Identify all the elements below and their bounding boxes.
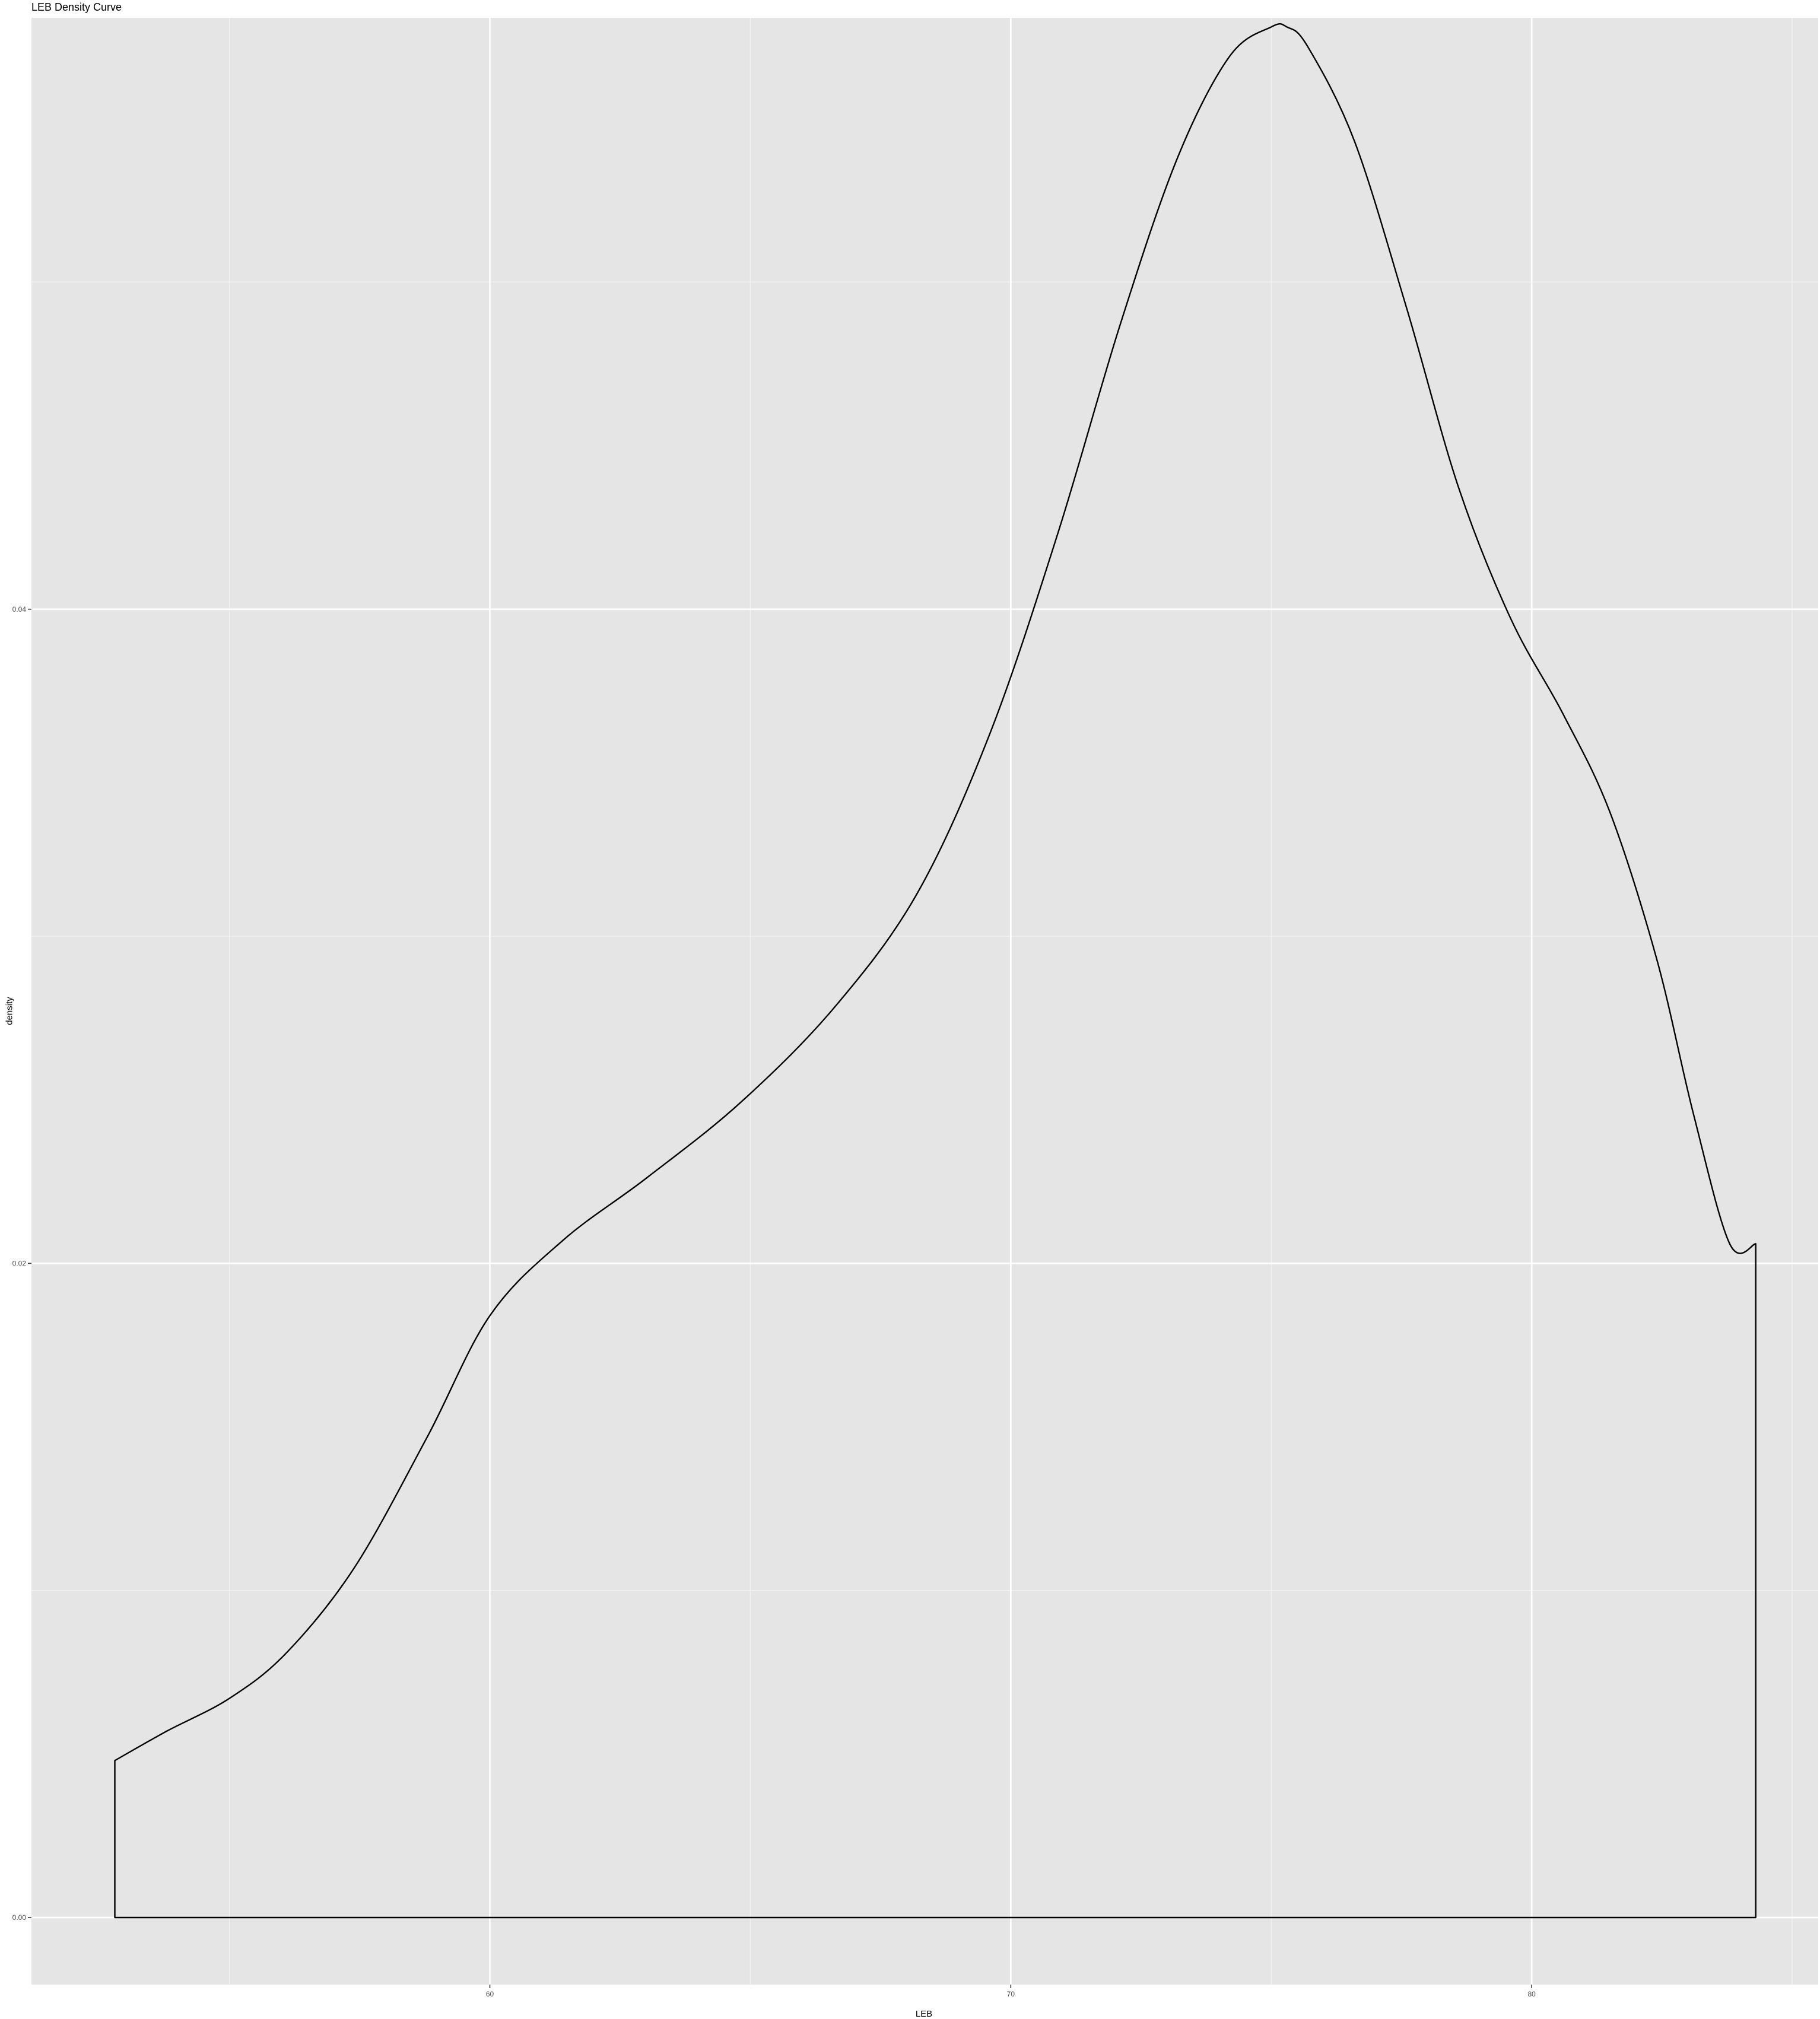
- y-tick-label: 0.00: [12, 1913, 27, 1922]
- x-axis-ticks: 60 70 80: [486, 1985, 1536, 1998]
- chart-title: LEB Density Curve: [31, 1, 122, 13]
- density-curve: [114, 23, 1757, 1919]
- y-axis-ticks: 0.00 0.02 0.04: [12, 605, 31, 1922]
- y-tick-label: 0.04: [12, 605, 27, 613]
- x-tick-label: 80: [1528, 1990, 1536, 1998]
- plot-panel: [31, 18, 1818, 1985]
- y-tick-label: 0.02: [12, 1259, 27, 1267]
- x-tick-label: 60: [486, 1990, 494, 1998]
- x-tick-label: 70: [1007, 1990, 1015, 1998]
- x-axis-label: LEB: [915, 2009, 933, 2019]
- minor-gridlines: [31, 18, 1818, 1985]
